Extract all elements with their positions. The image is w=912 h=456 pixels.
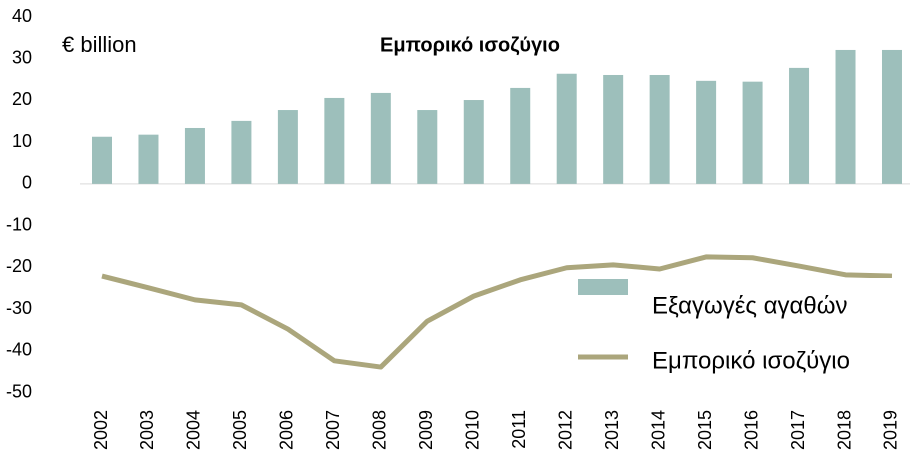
y-tick-label: 20	[12, 89, 32, 109]
x-tick-label: 2005	[230, 410, 250, 450]
y-tick-label: -50	[6, 381, 32, 401]
legend-label: Εξαγωγές αγαθών	[652, 292, 848, 319]
y-tick-label: 10	[12, 131, 32, 151]
x-tick-label: 2008	[370, 410, 390, 450]
line	[101, 254, 893, 370]
y-axis-label: € billion	[62, 32, 137, 57]
y-tick-label: -40	[6, 340, 32, 360]
x-tick-label: 2011	[509, 410, 529, 449]
bar	[696, 80, 717, 184]
y-tick-label: -10	[6, 214, 32, 234]
bar	[138, 134, 159, 184]
x-tick-label: 2006	[277, 410, 297, 450]
bar	[835, 49, 856, 184]
bar	[277, 110, 298, 184]
bar	[92, 136, 112, 184]
y-tick-label: 40	[12, 6, 32, 26]
y-tick-label: -30	[6, 298, 32, 318]
legend-background	[570, 278, 910, 382]
x-tick-label: 2015	[695, 410, 715, 450]
legend-label: Εμπορικό ισοζύγιο	[652, 347, 850, 374]
x-tick-label: 2012	[555, 410, 575, 450]
bar	[881, 49, 902, 184]
x-tick-label: 2010	[463, 410, 483, 450]
bar	[556, 73, 577, 184]
x-tick-label: 2004	[184, 410, 204, 450]
y-tick-label: -20	[6, 256, 32, 276]
y-tick-label: 30	[12, 47, 32, 67]
bar	[417, 110, 438, 184]
bar	[370, 92, 391, 184]
x-tick-label: 2002	[91, 410, 111, 450]
x-tick-label: 2007	[323, 410, 343, 450]
x-tick-label: 2019	[881, 410, 901, 450]
x-tick-label: 2003	[137, 410, 157, 450]
bar	[463, 100, 484, 184]
y-tick-label: 0	[22, 173, 32, 193]
legend-swatch	[578, 279, 628, 295]
bar	[184, 127, 205, 184]
bar	[649, 74, 670, 184]
bar	[231, 120, 252, 184]
x-tick-label: 2014	[648, 410, 668, 450]
x-tick-label: 2013	[602, 410, 622, 450]
bar	[324, 97, 345, 184]
x-tick-label: 2009	[416, 410, 436, 450]
bar	[789, 67, 810, 184]
bar	[510, 87, 531, 184]
x-tick-label: 2017	[788, 410, 808, 450]
chart-title: Εμπορικό ισοζύγιο	[380, 34, 560, 56]
bar	[603, 74, 624, 184]
bar	[742, 81, 763, 184]
x-tick-label: 2018	[834, 410, 854, 450]
x-tick-label: 2016	[741, 410, 761, 450]
